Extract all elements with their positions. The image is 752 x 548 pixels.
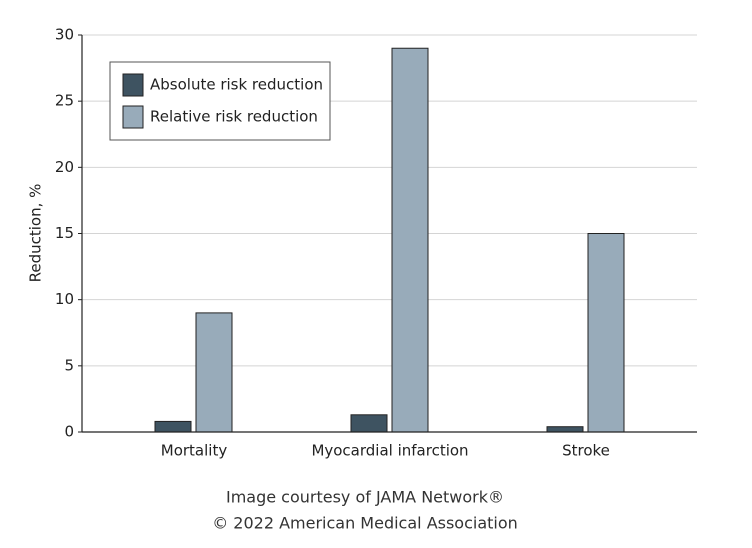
- legend-swatch: [122, 73, 144, 97]
- x-tick-label: Myocardial infarction: [311, 442, 468, 460]
- y-tick-label: 25: [55, 92, 74, 110]
- credit: Image courtesy of JAMA Network®: [226, 488, 504, 507]
- y-tick-label: 30: [55, 26, 74, 44]
- y-tick-label: 10: [55, 290, 74, 308]
- y-tick-label: 15: [55, 224, 74, 242]
- legend-label: Absolute risk reduction: [150, 76, 323, 94]
- bar: [546, 426, 584, 433]
- bar: [587, 233, 625, 433]
- x-tick-label: Stroke: [562, 442, 610, 460]
- x-tick-label: Mortality: [161, 442, 228, 460]
- credit: © 2022 American Medical Association: [212, 514, 518, 533]
- legend-swatch: [122, 105, 144, 129]
- y-axis-label: Reduction, %: [27, 184, 45, 283]
- bar: [350, 414, 388, 433]
- legend-label: Relative risk reduction: [150, 108, 318, 126]
- y-tick-label: 5: [64, 356, 74, 374]
- bar: [391, 47, 429, 433]
- bar: [154, 420, 192, 433]
- bar: [195, 312, 233, 433]
- y-tick-label: 20: [55, 158, 74, 176]
- y-tick-label: 0: [64, 423, 74, 441]
- legend-box: [109, 61, 331, 141]
